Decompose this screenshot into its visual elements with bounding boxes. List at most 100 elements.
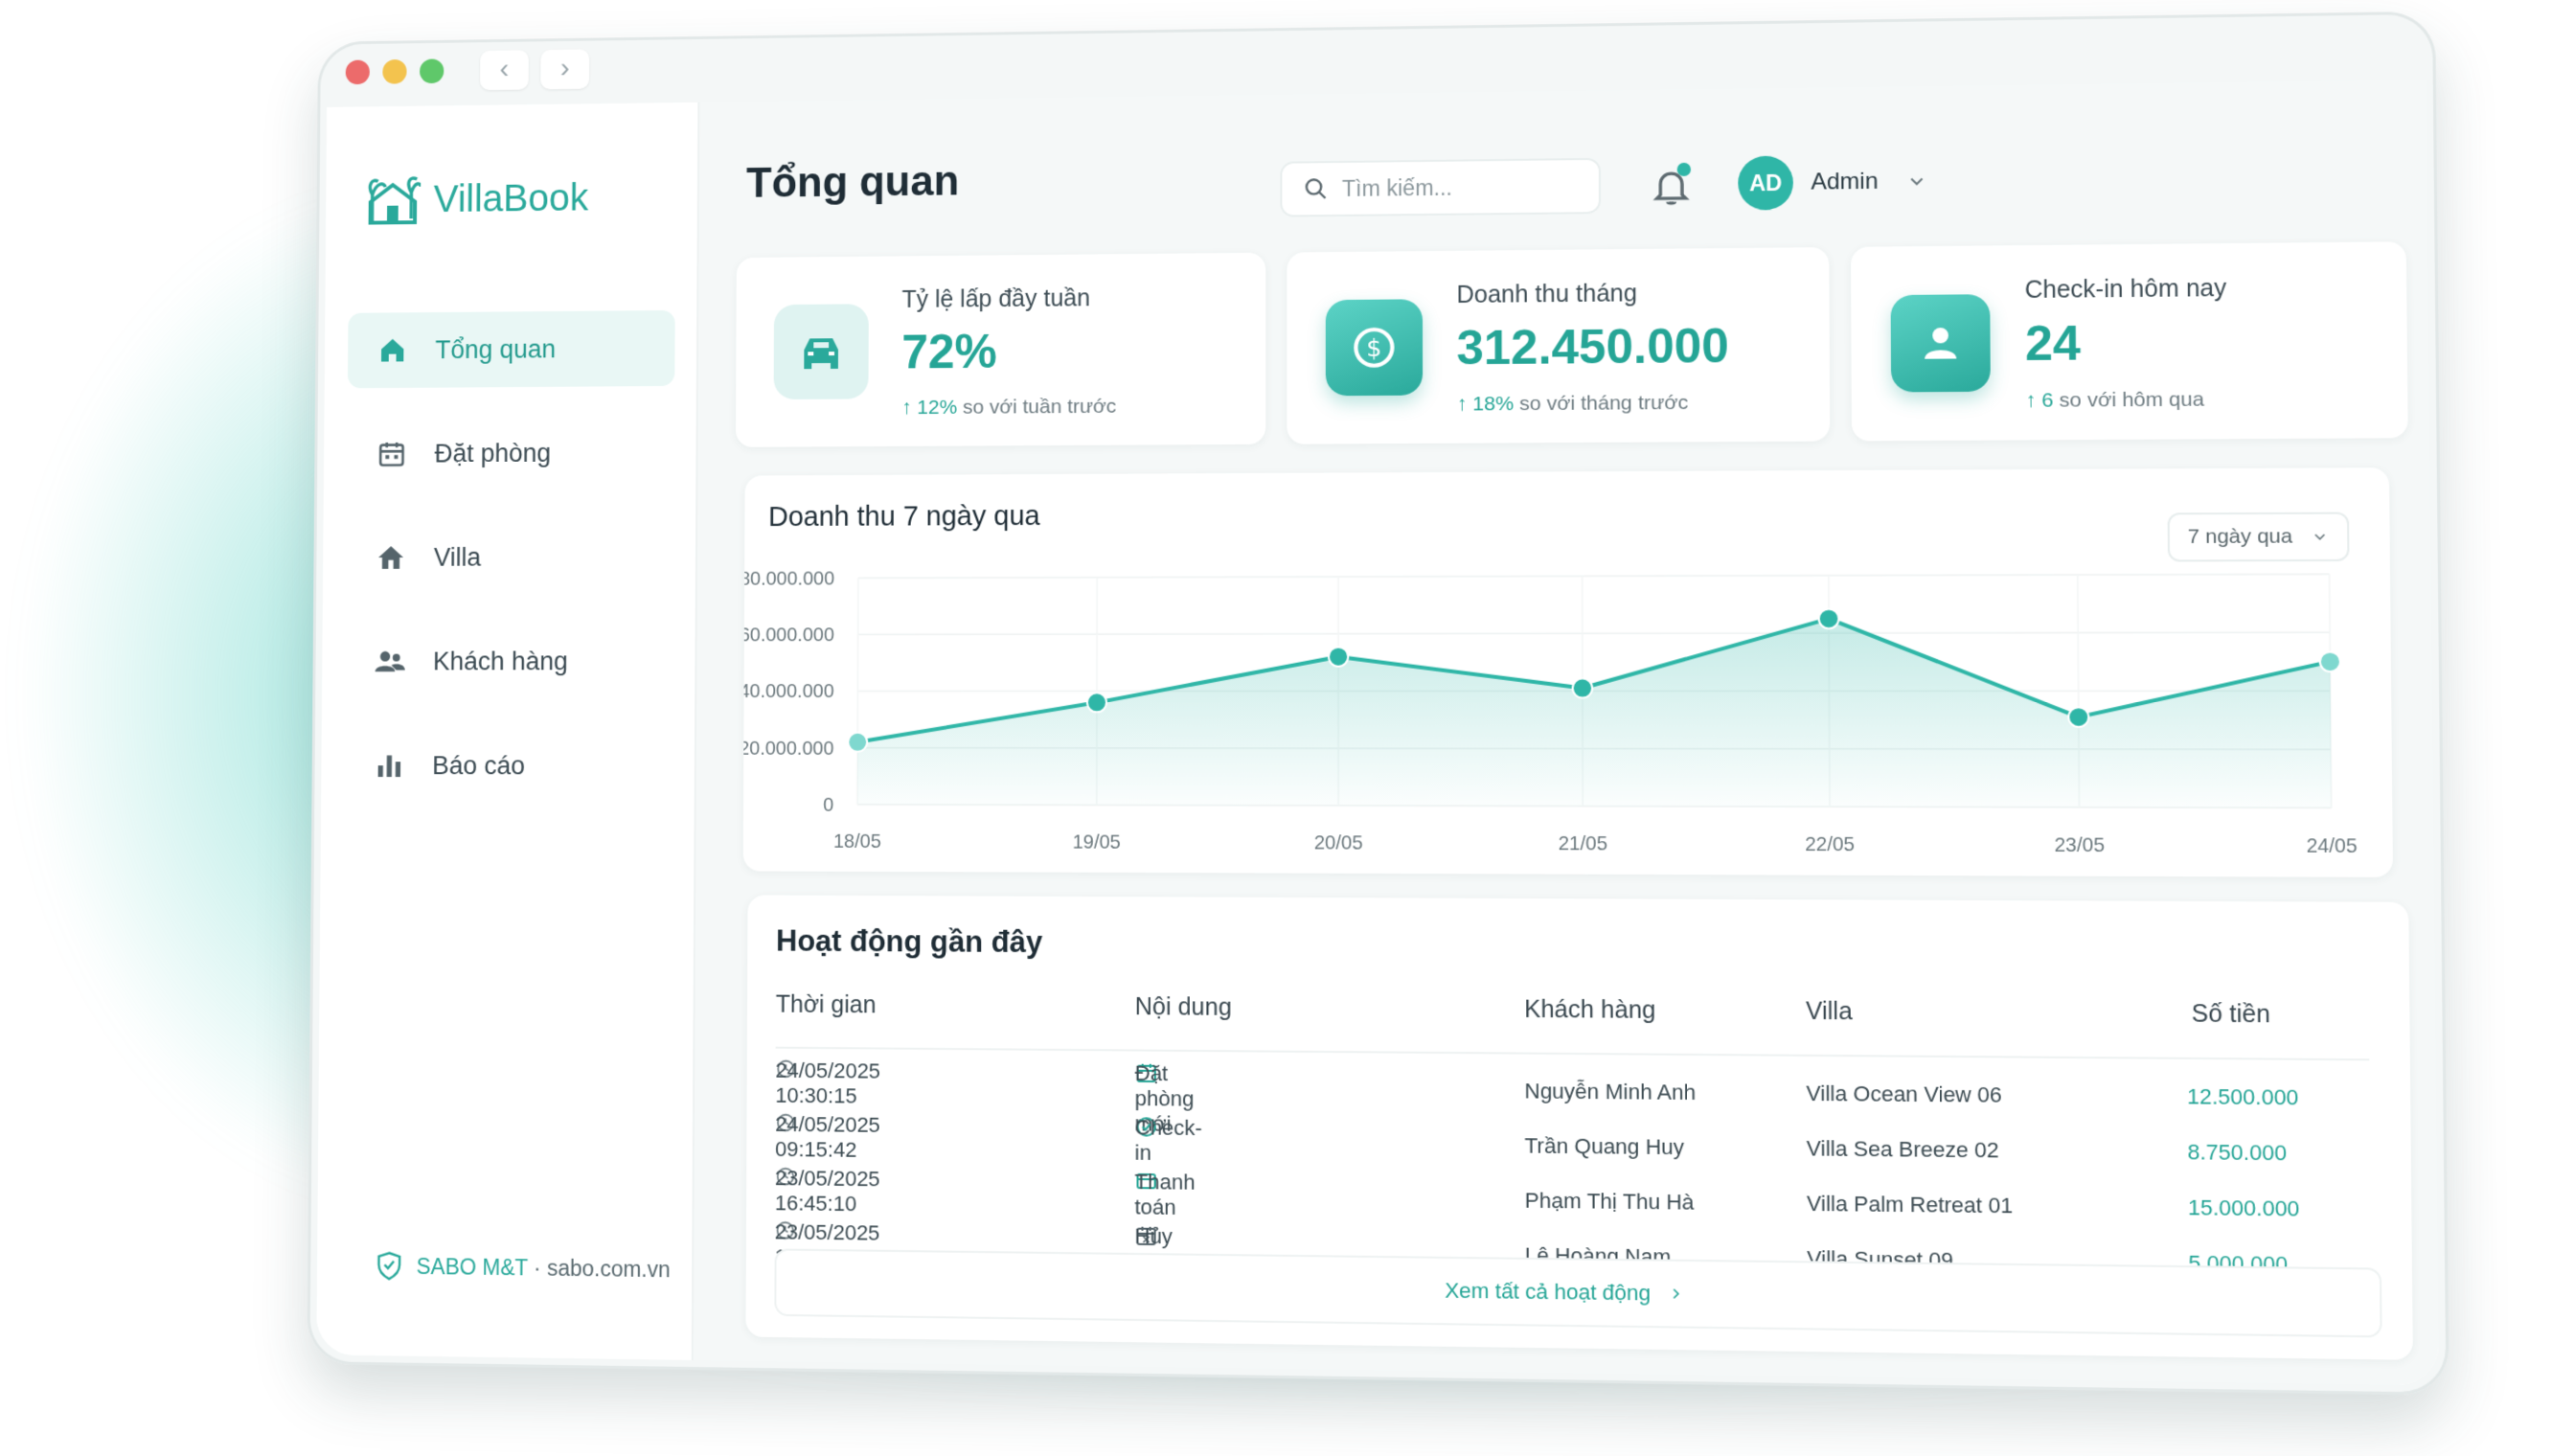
sidebar-item-bao-cao[interactable]: Báo cáo <box>344 728 672 805</box>
shield-check-icon <box>375 1250 403 1281</box>
recent-activity-card: Hoạt động gần đây Thời gian Nội dung Khá… <box>745 895 2412 1359</box>
stat-label: Tỷ lệ lấp đầy tuần <box>901 284 1090 314</box>
chevron-right-icon <box>1667 1285 1685 1303</box>
column-header-villa[interactable]: Villa <box>1806 997 1853 1026</box>
grid-line <box>858 574 2330 578</box>
arrow-up-icon: ↑ <box>2025 389 2041 412</box>
x-tick-label: 20/05 <box>1314 832 1363 854</box>
stat-card-revenue[interactable]: $ Doanh thu tháng 312.450.000 ↑ 18% so v… <box>1287 247 1830 444</box>
stat-value: 72% <box>901 324 997 379</box>
data-point <box>1087 693 1106 712</box>
x-tick-label: 18/05 <box>833 831 881 853</box>
user-icon <box>1891 294 1991 392</box>
data-point <box>848 733 867 752</box>
footer-separator: · <box>528 1255 547 1280</box>
activity-customer: Phạm Thị Thu Hà <box>1525 1173 1695 1230</box>
stats-row: Tỷ lệ lấp đầy tuần 72% ↑ 12% so với tuần… <box>736 241 2408 447</box>
x-tick-label: 22/05 <box>1805 833 1855 855</box>
user-name: Admin <box>1811 169 1878 196</box>
delta-text: so với hôm qua <box>2054 388 2204 411</box>
sidebar-item-dat-phong[interactable]: Đặt phòng <box>347 415 674 492</box>
sidebar-item-label: Đặt phòng <box>434 439 551 468</box>
stat-delta: ↑ 18% so với tháng trước <box>1457 392 1689 417</box>
brand-logo[interactable]: VillaBook <box>365 171 589 226</box>
data-point <box>1819 609 1839 628</box>
app-window: ‹ › ✈ VillaBook Tổng quan <box>307 11 2449 1396</box>
activity-customer: Trần Quang Huy <box>1524 1119 1684 1175</box>
home-icon <box>376 333 409 368</box>
activity-villa: Villa Sea Breeze 02 <box>1807 1122 1999 1179</box>
chevron-down-icon <box>1905 171 1927 193</box>
back-button[interactable]: ‹ <box>480 50 529 90</box>
sidebar-item-khach-hang[interactable]: Khách hàng <box>345 624 673 699</box>
forward-button[interactable]: › <box>540 49 589 89</box>
sidebar: VillaBook Tổng quan Đặt phòng <box>316 102 699 1360</box>
search-input[interactable] <box>1342 173 1585 202</box>
footer-site[interactable]: sabo.com.vn <box>547 1255 671 1282</box>
delta-text: so với tháng trước <box>1514 392 1688 415</box>
column-header-content[interactable]: Nội dung <box>1135 993 1232 1022</box>
arrow-up-icon: ↑ <box>901 397 917 419</box>
stat-label: Check-in hôm nay <box>2025 275 2227 305</box>
sidebar-item-label: Báo cáo <box>432 751 525 781</box>
revenue-chart-card: Doanh thu 7 ngày qua 7 ngày qua 80.000.0… <box>743 467 2393 877</box>
y-tick-label: 40.000.000 <box>743 681 834 702</box>
footer-brand: SABO M&T <box>417 1253 528 1279</box>
close-window-button[interactable] <box>346 59 370 84</box>
series-area <box>857 618 2332 808</box>
activity-customer: Nguyễn Minh Anh <box>1524 1064 1696 1121</box>
column-header-time[interactable]: Thời gian <box>776 991 877 1020</box>
y-tick-label: 60.000.000 <box>743 625 834 646</box>
users-icon <box>374 645 407 679</box>
activity-amount: 8.750.000 <box>2187 1125 2287 1181</box>
sidebar-item-villa[interactable]: Villa <box>346 518 673 595</box>
see-all-label: Xem tất cả hoạt động <box>1445 1278 1651 1306</box>
app-screen: VillaBook Tổng quan Đặt phòng <box>316 80 2439 1385</box>
stat-card-checkin[interactable]: Check-in hôm nay 24 ↑ 6 so với hôm qua <box>1851 241 2408 441</box>
x-tick-label: 19/05 <box>1073 831 1121 853</box>
maximize-window-button[interactable] <box>420 58 444 83</box>
y-tick-label: 0 <box>823 795 833 816</box>
column-header-customer[interactable]: Khách hàng <box>1524 996 1655 1025</box>
activity-villa: Villa Palm Retreat 01 <box>1807 1176 2014 1234</box>
sidebar-item-label: Villa <box>434 542 481 572</box>
activity-table-body: 24/05/2025 10:30:15 Đặt phòng mới Nguyễn M… <box>748 895 2409 901</box>
activity-amount: 15.000.000 <box>2188 1180 2300 1237</box>
minimize-window-button[interactable] <box>382 59 406 84</box>
search-box[interactable] <box>1280 158 1601 217</box>
x-tick-label: 21/05 <box>1559 833 1607 855</box>
sidebar-item-label: Khách hàng <box>433 647 568 676</box>
delta-value: 18% <box>1472 393 1514 415</box>
activity-villa: Villa Ocean View 06 <box>1806 1066 2002 1123</box>
data-point <box>1573 678 1593 697</box>
house-icon <box>374 540 407 575</box>
delta-text: so với tuần trước <box>957 396 1116 419</box>
sidebar-item-tong-quan[interactable]: Tổng quan <box>348 310 675 388</box>
sidebar-item-label: Tổng quan <box>435 334 556 364</box>
activity-amount: 12.500.000 <box>2187 1069 2299 1126</box>
data-point <box>1329 648 1348 667</box>
search-icon <box>1304 176 1329 201</box>
chevron-right-icon: › <box>560 53 570 83</box>
column-header-amount[interactable]: Số tiền <box>2192 1000 2270 1030</box>
delta-value: 6 <box>2041 389 2053 412</box>
stat-delta: ↑ 6 so với hôm qua <box>2025 388 2204 413</box>
x-tick-label: 24/05 <box>2307 835 2358 857</box>
stat-value: 312.450.000 <box>1457 318 1729 376</box>
data-point <box>2068 707 2088 727</box>
y-tick-label: 80.000.000 <box>743 568 834 589</box>
page-title: Tổng quan <box>746 158 959 208</box>
activity-title: Hoạt động gần đây <box>776 924 1042 961</box>
stat-card-occupancy[interactable]: Tỷ lệ lấp đầy tuần 72% ↑ 12% so với tuần… <box>736 253 1265 447</box>
delta-value: 12% <box>917 397 957 419</box>
grid-line <box>858 632 2330 634</box>
stat-delta: ↑ 12% so với tuần trước <box>901 396 1116 420</box>
chevron-left-icon: ‹ <box>499 54 509 84</box>
calendar-icon <box>375 437 408 471</box>
bar-chart-icon <box>373 748 406 783</box>
user-menu[interactable]: AD Admin <box>1738 154 1927 211</box>
brand-name: VillaBook <box>433 176 588 220</box>
dollar-icon: $ <box>1326 299 1423 396</box>
notification-dot <box>1677 163 1691 176</box>
car-icon <box>774 304 869 399</box>
